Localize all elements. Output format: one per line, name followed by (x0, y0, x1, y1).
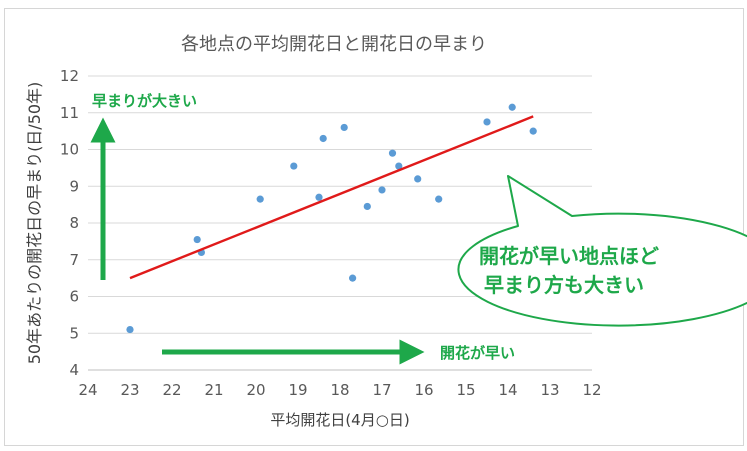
x-tick-label: 16 (414, 381, 433, 399)
y-tick-label: 10 (60, 141, 79, 159)
y-tick-labels: 4 5 6 7 8 9 10 11 12 (60, 67, 79, 379)
x-tick-label: 22 (162, 381, 181, 399)
y-tick-label: 4 (69, 361, 79, 379)
y-axis-label: 50年あたりの開花日の早まり(日/50年) (25, 82, 44, 365)
y-tick-label: 12 (60, 67, 79, 85)
x-tick-label: 14 (498, 381, 517, 399)
callout-text-line1: 開花が早い地点ほど (479, 244, 659, 268)
y-tick-label: 8 (69, 214, 79, 232)
vertical-arrow-label: 早まりが大きい (92, 92, 197, 110)
x-tick-label: 15 (456, 381, 475, 399)
y-tick-label: 7 (69, 251, 79, 269)
data-point (378, 186, 386, 194)
x-tick-label: 12 (582, 381, 601, 399)
trendline-group (129, 115, 534, 280)
data-point (319, 134, 327, 143)
data-point (363, 202, 371, 211)
data-point (414, 175, 422, 183)
data-point (126, 325, 134, 334)
data-point (435, 195, 443, 203)
y-tick-label: 9 (69, 177, 79, 195)
x-tick-label: 23 (120, 381, 139, 399)
y-tick-label: 11 (60, 104, 79, 122)
x-tick-label: 20 (246, 381, 265, 399)
data-point (508, 103, 516, 111)
data-point (290, 162, 298, 170)
x-tick-label: 13 (540, 381, 559, 399)
x-tick-label: 24 (78, 381, 97, 399)
callout-text-line2: 早まり方も大きい (484, 273, 644, 297)
y-tick-label: 6 (69, 288, 79, 306)
data-point (395, 162, 403, 170)
data-point (193, 235, 201, 244)
horizontal-arrow-label: 開花が早い (440, 344, 515, 362)
y-tick-label: 5 (69, 324, 79, 342)
data-point (388, 149, 397, 157)
gridlines (88, 75, 592, 371)
x-axis-label: 平均開花日(4月○日) (270, 411, 409, 429)
data-points (126, 103, 537, 334)
data-point (256, 195, 264, 203)
chart-title: 各地点の平均開花日と開花日の早まり (181, 34, 487, 55)
x-tick-label: 21 (204, 381, 223, 399)
x-tick-label: 19 (288, 381, 307, 399)
data-point (483, 118, 491, 126)
x-tick-labels: 24 23 22 21 20 19 18 17 16 15 14 13 12 (78, 381, 601, 399)
data-point (315, 193, 323, 201)
callout-bubble (457, 175, 747, 327)
data-point (529, 127, 537, 135)
data-point (349, 274, 357, 282)
x-tick-label: 18 (330, 381, 349, 399)
data-point (340, 123, 348, 132)
trendline (129, 115, 534, 280)
x-tick-label: 17 (372, 381, 391, 399)
